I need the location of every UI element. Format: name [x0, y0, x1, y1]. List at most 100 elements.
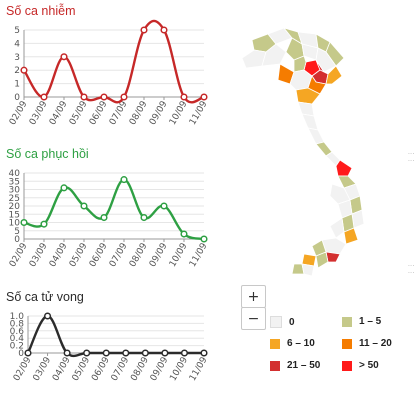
data-point [180, 93, 188, 101]
side-scroll-mark: ⋮⋮ [407, 262, 415, 276]
x-tick-label: 05/09 [71, 355, 93, 383]
data-point [100, 93, 108, 101]
data-point [80, 202, 88, 210]
legend-label: 1 – 5 [359, 316, 382, 327]
side-scroll-mark: ⋮⋮ [407, 150, 415, 164]
legend-swatch [270, 338, 280, 349]
y-tick-label: 0.6 [10, 327, 25, 337]
x-tick-label: 02/09 [12, 355, 34, 383]
legend-label: 11 – 20 [359, 338, 392, 349]
data-point [180, 230, 188, 238]
data-point [140, 214, 148, 222]
map-region [315, 47, 337, 73]
data-point [102, 349, 110, 357]
legend-swatch [342, 338, 352, 349]
legend-swatch [342, 360, 352, 371]
legend-item: 21 – 50 [270, 360, 320, 371]
vietnam-province-map[interactable] [232, 18, 372, 278]
data-point [20, 218, 28, 227]
y-tick-label: 5 [14, 227, 20, 237]
legend-label: 21 – 50 [287, 360, 321, 371]
y-tick-label: 10 [9, 219, 21, 229]
data-point [60, 53, 68, 61]
map-region [325, 65, 343, 85]
y-tick-label: 4 [14, 39, 20, 49]
data-point [100, 214, 108, 222]
data-point [40, 220, 48, 228]
x-tick-label: 09/09 [148, 99, 170, 127]
data-point [40, 93, 48, 101]
legend-item: > 50 [342, 360, 379, 371]
data-point [20, 66, 28, 74]
y-tick-label: 3 [14, 53, 20, 63]
x-tick-label: 02/09 [8, 99, 30, 127]
data-point [44, 312, 52, 320]
x-tick-label: 10/09 [168, 99, 190, 127]
y-tick-label: 0.8 [10, 319, 25, 329]
y-tick-label: 25 [9, 194, 20, 204]
series-line [23, 178, 205, 241]
chart-infections: 0 1 2 3 4 5 02/0903/0904/0905/0906/0907/0908/0… [8, 19, 210, 127]
x-tick-label: 11/09 [188, 241, 210, 269]
x-tick-label: 04/09 [48, 241, 70, 269]
x-tick-label: 06/09 [90, 355, 112, 383]
legend-label: 0 [289, 316, 295, 328]
map-region [293, 55, 307, 73]
x-tick-label: 03/09 [28, 241, 50, 269]
x-tick-label: 08/09 [129, 355, 151, 383]
map-region [261, 43, 287, 67]
legend-swatch [270, 316, 282, 328]
legend-label: 6 – 10 [287, 338, 315, 349]
zoom-out-button[interactable]: − [241, 307, 266, 330]
y-tick-label: 15 [9, 210, 20, 220]
data-point [160, 26, 168, 34]
x-tick-label: 06/09 [88, 241, 110, 269]
x-tick-label: 09/09 [149, 355, 171, 383]
y-tick-label: 20 [9, 202, 21, 212]
data-point [161, 349, 169, 357]
chart-title-infections: Số ca nhiễm [6, 4, 76, 18]
map-region [301, 113, 319, 131]
map-legend: 0 1 – 5 6 – 10 11 – 20 21 – 50 > 50 [268, 314, 408, 386]
x-tick-label: 08/09 [128, 241, 150, 269]
map-region [307, 127, 325, 145]
map-region [301, 263, 315, 277]
x-tick-label: 02/09 [8, 241, 30, 269]
data-point [122, 349, 130, 357]
y-tick-label: 5 [14, 26, 20, 36]
y-tick-label: 30 [9, 186, 21, 196]
legend-item: 6 – 10 [270, 338, 315, 349]
x-tick-label: 05/09 [68, 241, 90, 269]
x-tick-label: 05/09 [68, 99, 90, 127]
map-region [315, 251, 329, 269]
map-region [329, 217, 345, 239]
data-point [140, 26, 148, 34]
y-tick-label: 0 [18, 349, 24, 359]
chart-title-recovered: Số ca phục hồi [6, 147, 89, 161]
zoom-in-button[interactable]: + [241, 285, 266, 308]
x-tick-label: 06/09 [88, 99, 110, 127]
data-point [141, 349, 149, 357]
x-tick-label: 10/09 [168, 241, 190, 269]
y-tick-label: 40 [9, 169, 21, 179]
y-tick-label: 0 [14, 235, 20, 245]
y-tick-label: 0.2 [10, 342, 24, 352]
chart-deaths: 00.20.40.60.81.0 02/0903/0904/0905/0906/0… [10, 312, 210, 383]
x-tick-label: 03/09 [28, 99, 50, 127]
data-point [24, 349, 32, 357]
x-tick-label: 07/09 [108, 99, 130, 127]
data-point [180, 349, 188, 357]
y-tick-label: 0 [14, 93, 20, 103]
legend-label: > 50 [359, 360, 379, 371]
data-point [200, 93, 208, 101]
data-point [83, 349, 91, 357]
legend-swatch [342, 316, 352, 327]
chart-title-deaths: Số ca tử vong [6, 290, 84, 304]
data-point [80, 93, 88, 101]
map-region [295, 87, 321, 105]
data-point [120, 93, 128, 101]
map-region [297, 101, 315, 117]
x-tick-label: 03/09 [32, 355, 54, 383]
legend-swatch [270, 360, 280, 371]
